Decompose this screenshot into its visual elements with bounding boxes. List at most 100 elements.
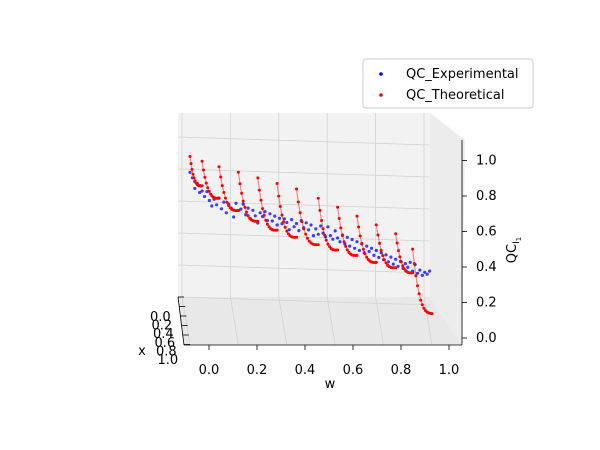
experimental-point-28 [251,208,255,212]
experimental-point-97 [418,268,422,272]
theoretical-point-159 [416,284,419,288]
theoretical-point-142 [394,266,398,270]
experimental-point-83 [384,253,388,257]
floor-grid-w-4 [375,296,384,346]
experimental-point-24 [241,202,245,206]
x-tick-labels: 0.00.20.40.60.81.0 [150,296,190,368]
theoretical-point-130 [374,223,378,227]
theoretical-point-4 [192,176,196,180]
theoretical-point-44 [245,210,248,214]
theoretical-point-39 [236,170,240,174]
legend-label-experimental: QC_Experimental [406,67,519,82]
legend-marker-experimental [379,72,383,76]
theoretical-point-92 [318,208,322,212]
floor-grid-w-1 [230,296,239,346]
theoretical-point-79 [296,200,300,204]
theoretical-point-91 [316,196,320,200]
experimental-point-39 [277,216,282,220]
theoretical-point-120 [360,241,364,245]
theoretical-point-0 [188,155,192,158]
theoretical-point-143 [394,232,398,236]
theoretical-point-41 [240,191,244,195]
theoretical-point-123 [365,255,369,259]
w-axis-title: w [325,377,336,392]
theoretical-point-80 [298,211,302,215]
svg-text:QCI1: QCI1 [505,237,523,263]
theoretical-point-67 [278,205,282,208]
experimental-point-72 [357,248,361,253]
legend-marker-theoretical [379,93,383,97]
theoretical-point-146 [398,255,402,259]
w-tick-label-3: 0.6 [343,363,364,378]
w-tick-labels: 0.0 0.2 0.4 0.6 0.8 1.0 [199,345,459,378]
experimental-point-41 [282,217,286,221]
theoretical-point-122 [363,252,367,256]
theoretical-point-69 [282,220,286,224]
experimental-point-6 [198,190,202,195]
theoretical-point-70 [283,225,287,229]
experimental-point-35 [268,212,272,216]
theoretical-point-13 [200,159,204,163]
experimental-point-31 [258,211,262,215]
experimental-point-46 [294,221,299,226]
theoretical-point-12 [200,184,204,188]
experimental-point-25 [244,213,248,217]
experimental-point-8 [202,194,207,199]
experimental-point-84 [386,260,390,264]
grid-line-z-0 [177,296,431,306]
theoretical-point-83 [304,232,308,236]
theoretical-point-27 [219,175,223,179]
theoretical-point-31 [225,200,229,204]
theoretical-point-84 [305,236,309,240]
theoretical-point-2 [190,167,194,171]
theoretical-point-105 [337,217,341,220]
grid-line-z-5 [177,136,431,146]
theoretical-point-30 [224,196,227,200]
theoretical-point-160 [417,292,421,296]
grid-line-z-3 [177,200,431,210]
experimental-point-23 [239,207,243,211]
experimental-point-61 [331,237,335,241]
theoretical-point-103 [336,248,340,252]
experimental-point-60 [328,234,332,238]
experimental-point-86 [391,262,395,266]
theoretical-point-57 [264,218,268,222]
grid-line-z-2 [177,232,431,242]
experimental-point-45 [292,225,296,229]
theoretical-point-68 [280,213,284,217]
x-tick-label-5: 1.0 [158,353,179,368]
experimental-point-62 [333,229,337,233]
theoretical-point-17 [206,186,210,190]
experimental-point-33 [263,210,267,214]
theoretical-point-90 [316,243,320,247]
theoretical-point-85 [307,239,311,243]
theoretical-point-110 [345,248,349,252]
theoretical-point-53 [257,188,261,192]
experimental-point-36 [270,219,274,223]
theoretical-point-26 [217,165,221,169]
experimental-point-21 [234,201,238,205]
experimental-point-47 [297,229,301,233]
z-tick-label-2: 0.4 [476,260,497,275]
experimental-point-85 [389,255,393,259]
theoretical-point-116 [355,253,359,257]
theoretical-point-45 [246,214,250,218]
experimental-point-10 [207,198,211,203]
experimental-point-75 [365,244,369,248]
experimental-point-9 [205,190,209,194]
x-axis-title: x [138,344,146,359]
theoretical-point-121 [361,247,365,251]
theoretical-point-66 [277,194,281,198]
theoretical-point-64 [275,228,279,232]
experimental-point-70 [353,246,357,250]
z-axis-title: QCI1 [505,237,523,263]
theoretical-point-40 [238,182,242,186]
grid [177,113,433,346]
experimental-point-71 [355,240,359,244]
experimental-point-17 [224,211,228,215]
theoretical-point-54 [259,198,263,202]
theoretical-point-168 [430,312,434,316]
theoretical-point-163 [422,306,426,310]
theoretical-point-56 [262,213,266,217]
